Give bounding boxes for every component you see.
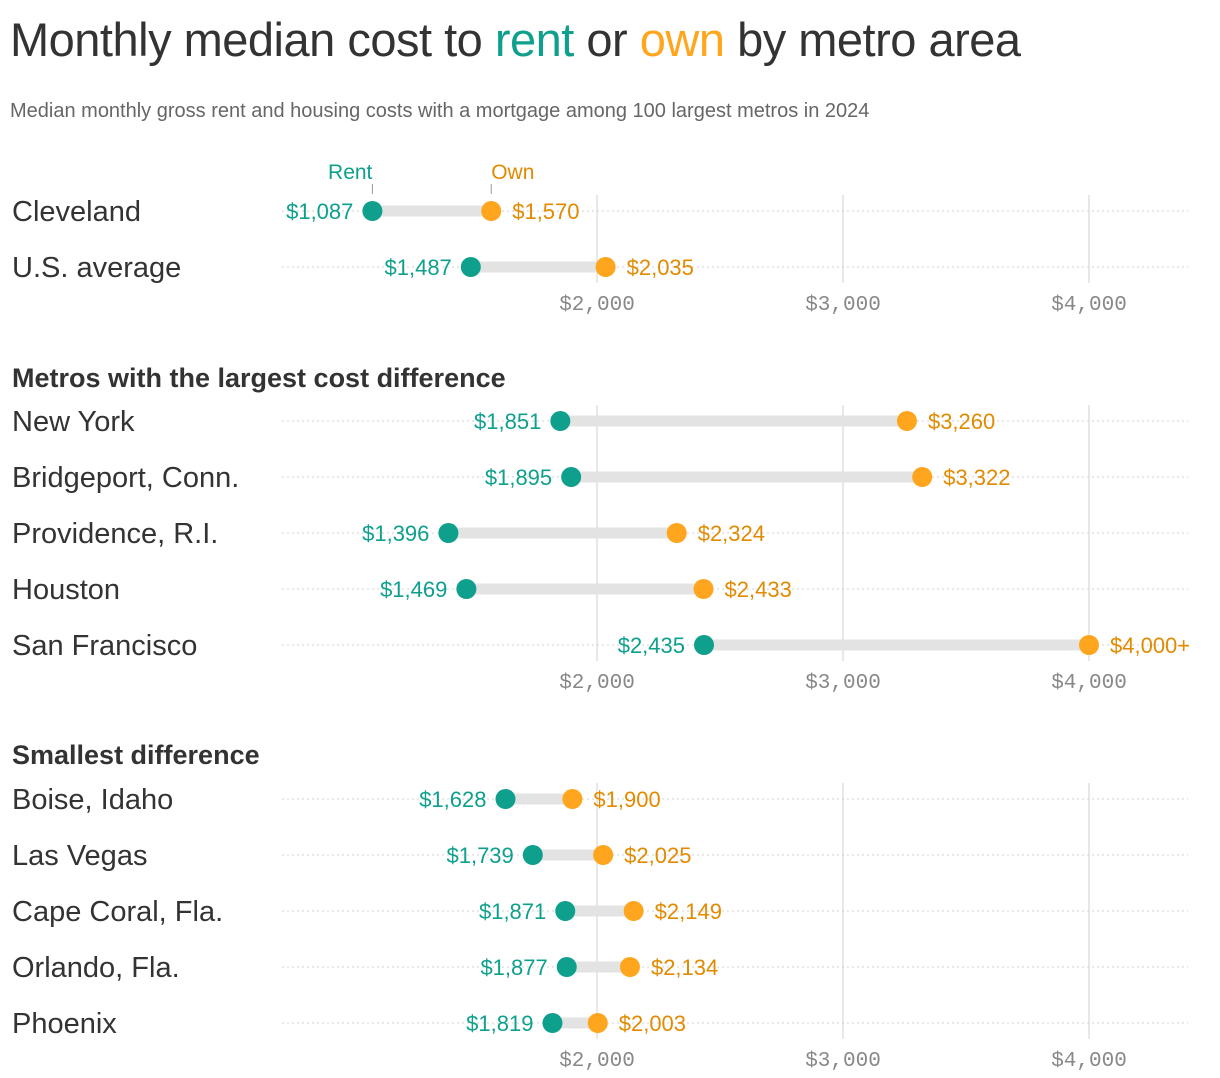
rent-dot xyxy=(555,901,576,921)
own-dot xyxy=(619,957,640,977)
title-middle: or xyxy=(573,13,640,66)
rent-value-label: $1,851 xyxy=(474,409,541,434)
own-dot xyxy=(1079,635,1099,655)
rent-dot xyxy=(522,845,543,865)
panel-heading: Smallest difference xyxy=(12,740,260,770)
own-dot xyxy=(693,579,714,599)
own-dot xyxy=(562,789,583,809)
own-value-label: $2,149 xyxy=(655,899,722,924)
x-tick-label: $2,000 xyxy=(559,672,635,695)
own-dot xyxy=(623,901,644,921)
own-dot xyxy=(481,201,502,221)
rent-dot xyxy=(556,957,577,977)
rent-dot xyxy=(550,411,571,431)
rent-dot xyxy=(456,579,477,599)
rent-value-label: $1,396 xyxy=(362,521,429,546)
rent-value-label: $1,469 xyxy=(380,577,447,602)
row-label: Phoenix xyxy=(12,1008,117,1040)
x-tick-label: $3,000 xyxy=(805,294,881,317)
rent-dot xyxy=(495,789,516,809)
own-dot xyxy=(666,523,687,543)
row-label: Las Vegas xyxy=(12,840,147,872)
row-label: Providence, R.I. xyxy=(12,518,218,550)
row-label: Cleveland xyxy=(12,196,141,228)
title-suffix: by metro area xyxy=(724,13,1021,66)
chart-subtitle: Median monthly gross rent and housing co… xyxy=(10,100,870,122)
row-label: Boise, Idaho xyxy=(12,784,173,816)
own-value-label: $1,570 xyxy=(512,199,579,224)
row-label: Cape Coral, Fla. xyxy=(12,896,223,928)
title-prefix: Monthly median cost to xyxy=(10,13,495,66)
row-label: New York xyxy=(12,406,135,438)
legend-rent: Rent xyxy=(328,161,373,184)
rent-value-label: $1,739 xyxy=(446,843,513,868)
own-dot xyxy=(912,467,933,487)
x-tick-label: $4,000 xyxy=(1051,294,1127,317)
own-value-label: $2,324 xyxy=(698,521,765,546)
row-label: U.S. average xyxy=(12,252,181,284)
x-tick-label: $4,000 xyxy=(1051,1050,1127,1073)
legend-own: Own xyxy=(491,161,534,184)
own-dot xyxy=(587,1013,608,1033)
rent-value-label: $1,628 xyxy=(419,787,486,812)
rent-value-label: $1,877 xyxy=(480,955,547,980)
rent-dot xyxy=(561,467,582,487)
rent-value-label: $1,487 xyxy=(385,255,452,280)
own-value-label: $3,260 xyxy=(928,409,995,434)
row-label: Houston xyxy=(12,574,120,606)
title-own: own xyxy=(639,13,725,66)
rent-dot xyxy=(542,1013,563,1033)
own-value-label: $4,000+ xyxy=(1110,633,1190,658)
own-value-label: $2,134 xyxy=(651,955,718,980)
row-label: Bridgeport, Conn. xyxy=(12,462,239,494)
x-tick-label: $2,000 xyxy=(559,1050,635,1073)
x-tick-label: $4,000 xyxy=(1051,672,1127,695)
rent-value-label: $1,871 xyxy=(479,899,546,924)
rent-dot xyxy=(362,201,383,221)
rent-value-label: $1,819 xyxy=(466,1011,533,1036)
chart-title: Monthly median cost to rent or own by me… xyxy=(10,12,1021,67)
rent-value-label: $1,087 xyxy=(286,199,353,224)
row-label: San Francisco xyxy=(12,630,197,662)
title-rent: rent xyxy=(494,13,575,66)
rent-dot xyxy=(694,635,715,655)
own-dot xyxy=(593,845,614,865)
x-tick-label: $3,000 xyxy=(805,672,881,695)
rent-value-label: $1,895 xyxy=(485,465,552,490)
own-value-label: $2,433 xyxy=(725,577,792,602)
rent-dot xyxy=(438,523,459,543)
x-tick-label: $2,000 xyxy=(559,294,635,317)
own-value-label: $3,322 xyxy=(943,465,1010,490)
own-dot xyxy=(595,257,616,277)
own-value-label: $2,003 xyxy=(619,1011,686,1036)
own-value-label: $2,025 xyxy=(624,843,691,868)
x-tick-label: $3,000 xyxy=(805,1050,881,1073)
own-value-label: $1,900 xyxy=(593,787,660,812)
rent-dot xyxy=(460,257,481,277)
row-label: Orlando, Fla. xyxy=(12,952,180,984)
own-dot xyxy=(896,411,917,431)
rent-value-label: $2,435 xyxy=(618,633,685,658)
own-value-label: $2,035 xyxy=(627,255,694,280)
panel-heading: Metros with the largest cost difference xyxy=(12,363,506,393)
